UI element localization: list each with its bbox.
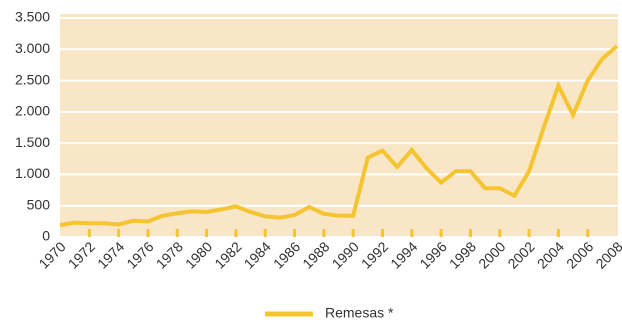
y-tick-label: 2.500	[15, 71, 50, 87]
series-line	[59, 44, 619, 228]
legend-label: Remesas *	[325, 305, 394, 321]
x-tick-label: 2000	[475, 238, 508, 271]
x-tick-label: 1994	[387, 238, 420, 271]
y-tick-label: 2.000	[15, 103, 50, 119]
x-tick-label: 2002	[504, 238, 537, 271]
x-tick-label: 1990	[329, 238, 362, 271]
x-tick-label: 1984	[241, 238, 274, 271]
x-tick-label: 1972	[65, 238, 98, 271]
x-tick-label: 2004	[534, 238, 567, 271]
x-tick-label: 1976	[123, 238, 156, 271]
y-tick-label: 500	[27, 196, 51, 212]
x-tick-label: 1970	[35, 238, 68, 271]
x-tick-label: 2006	[563, 238, 596, 271]
y-tick-label: 3.500	[15, 9, 50, 25]
x-tick-label: 1998	[446, 238, 479, 271]
plot-background	[60, 14, 618, 238]
x-tick-label: 1986	[270, 238, 303, 271]
y-tick-label: 3.000	[15, 40, 50, 56]
x-tick-label: 2008	[592, 238, 622, 271]
y-tick-label: 0	[42, 228, 50, 244]
y-tick-label: 1.500	[15, 134, 50, 150]
y-tick-label: 1.000	[15, 165, 50, 181]
x-tick-label: 1988	[299, 238, 332, 271]
x-tick-label: 1996	[417, 238, 450, 271]
x-tick-label: 1978	[153, 238, 186, 271]
x-tick-label: 1982	[211, 238, 244, 271]
x-tick-label: 1992	[358, 238, 391, 271]
x-tick-label: 1980	[182, 238, 215, 271]
x-tick-label: 1974	[94, 238, 127, 271]
